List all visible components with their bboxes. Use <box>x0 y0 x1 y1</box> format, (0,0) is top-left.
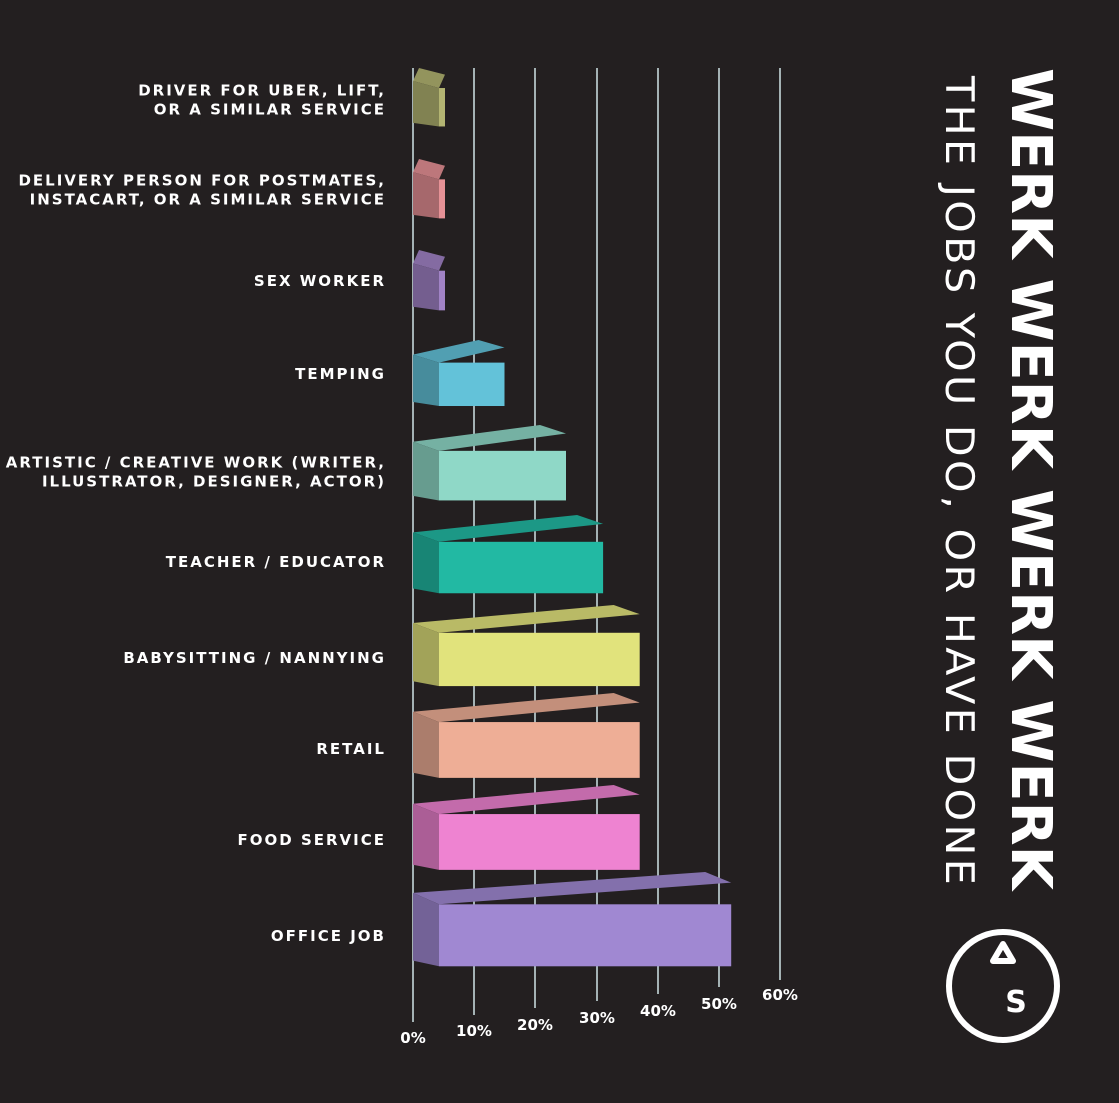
bar-end-face <box>413 172 439 219</box>
category-label: BABYSITTING / NANNYING <box>123 649 386 667</box>
bar-top-face <box>413 605 640 633</box>
category-label: RETAIL <box>316 740 386 758</box>
bar-front-face <box>439 450 566 501</box>
chart-subtitle: THE JOBS YOU DO, OR HAVE DONE <box>936 75 981 888</box>
bar-front-face <box>439 541 604 594</box>
bar-end-face <box>413 892 439 967</box>
category-label: TEMPING <box>295 365 386 383</box>
category-label: ILLUSTRATOR, DESIGNER, ACTOR) <box>42 473 386 491</box>
bar-top-face <box>413 872 732 905</box>
bar-top-face <box>413 250 445 271</box>
logo-circle <box>946 929 1060 1043</box>
bar-end-face <box>413 354 439 407</box>
category-labels: DRIVER FOR UBER, LIFT,OR A SIMILAR SERVI… <box>6 82 386 946</box>
tick-labels: 0% 10% 20% 30% 40% 50% 60% <box>400 986 798 1047</box>
gridlines <box>412 68 781 1022</box>
bar-front-face <box>439 179 445 219</box>
category-label: TEACHER / EDUCATOR <box>166 553 386 571</box>
bar-end-face <box>413 441 439 501</box>
bar-front-face <box>439 722 640 778</box>
bar-end-face <box>413 711 439 778</box>
bar-end-face <box>413 803 439 870</box>
bar-end-face <box>413 263 439 311</box>
logo: S <box>946 929 1060 1043</box>
category-label: OFFICE JOB <box>271 927 386 945</box>
category-label: FOOD SERVICE <box>238 831 386 849</box>
bar-top-face <box>413 159 445 180</box>
bar-front-face <box>439 270 445 311</box>
bar <box>413 340 505 407</box>
category-label: INSTACART, OR A SIMILAR SERVICE <box>30 191 386 209</box>
category-label: DRIVER FOR UBER, LIFT, <box>138 82 386 100</box>
bar <box>413 425 566 501</box>
bar-top-face <box>413 68 445 89</box>
logo-letter: S <box>1005 985 1027 1020</box>
logo-triangle-icon <box>990 941 1016 964</box>
bar-top-face <box>413 340 505 363</box>
category-label: ARTISTIC / CREATIVE WORK (WRITER, <box>6 454 386 472</box>
tick-label: 0% <box>400 1029 425 1047</box>
tick-label: 40% <box>640 1002 676 1020</box>
bar-top-face <box>413 515 604 542</box>
bar-front-face <box>439 362 505 407</box>
category-label: OR A SIMILAR SERVICE <box>154 101 386 119</box>
tick-label: 50% <box>701 995 737 1013</box>
category-label: SEX WORKER <box>254 272 386 290</box>
bar <box>413 159 445 219</box>
bar-end-face <box>413 532 439 594</box>
bar-end-face <box>413 622 439 687</box>
bars <box>413 68 732 967</box>
bar-front-face <box>439 814 640 870</box>
bar <box>413 785 640 870</box>
tick-label: 60% <box>762 986 798 1004</box>
bar <box>413 605 640 687</box>
bar <box>413 250 445 311</box>
bar-top-face <box>413 693 640 723</box>
bar-end-face <box>413 80 439 127</box>
category-label: DELIVERY PERSON FOR POSTMATES, <box>18 172 386 190</box>
tick-label: 10% <box>456 1022 492 1040</box>
bar-top-face <box>413 785 640 815</box>
chart-title: WERK WERK WERK WERK <box>998 68 1063 893</box>
bar <box>413 515 604 594</box>
tick-label: 20% <box>517 1016 553 1034</box>
bar-front-face <box>439 904 732 967</box>
bar-front-face <box>439 88 445 127</box>
bar <box>413 872 732 967</box>
tick-label: 30% <box>579 1009 615 1027</box>
bar-front-face <box>439 632 640 687</box>
bar <box>413 693 640 778</box>
bar-top-face <box>413 425 566 451</box>
bar <box>413 68 445 127</box>
